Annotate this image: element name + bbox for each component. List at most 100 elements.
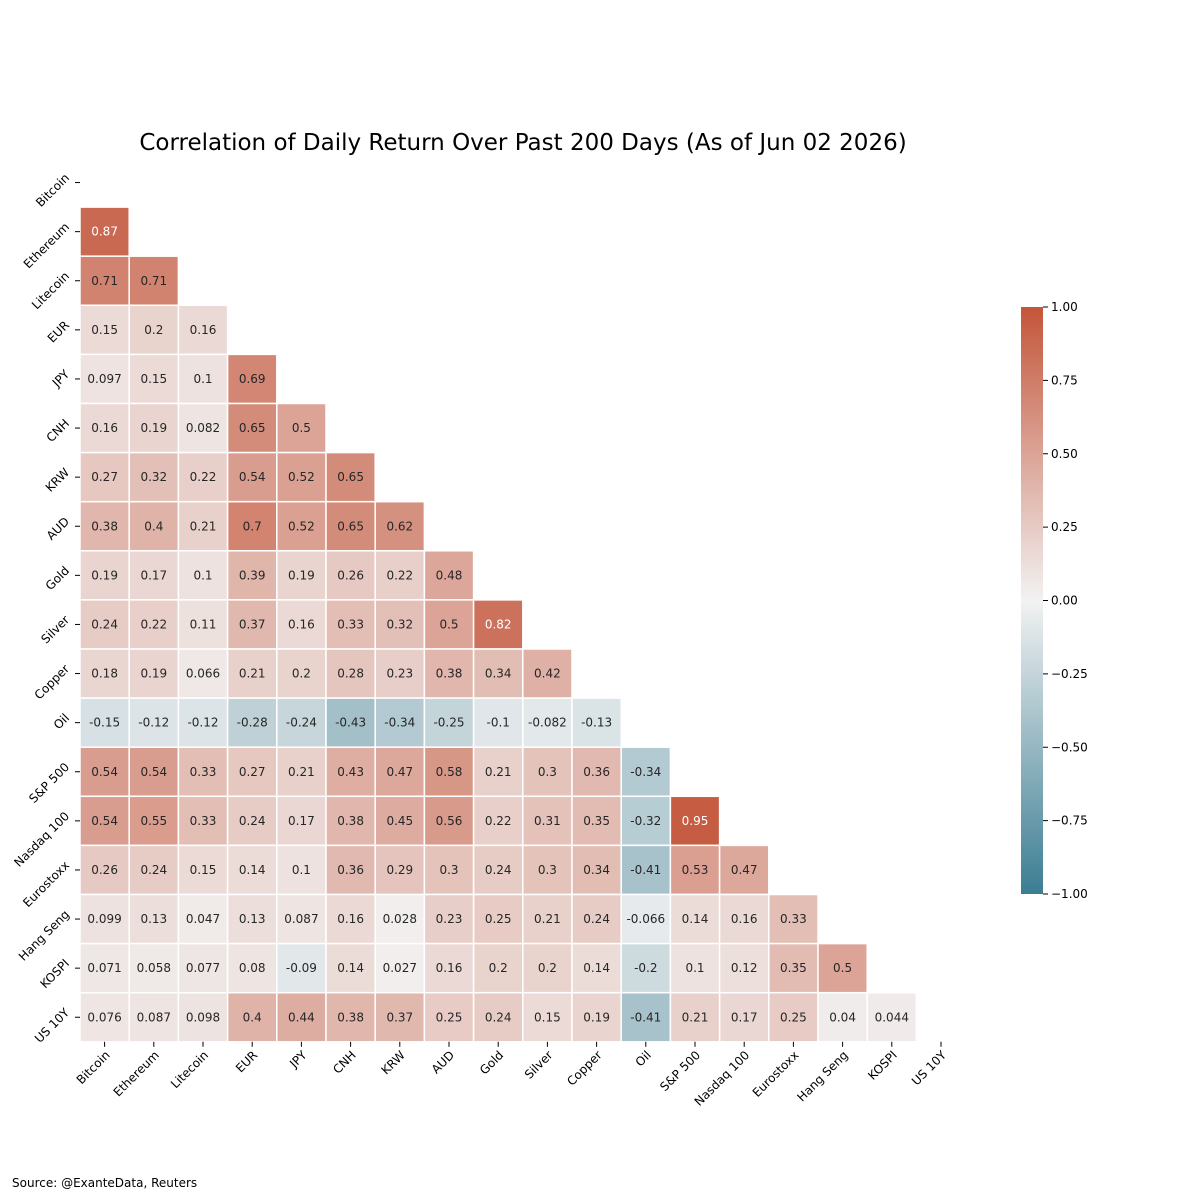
heatmap-cell — [374, 991, 426, 1043]
cell-value-label: 0.33 — [780, 912, 807, 926]
cell-value-label: 0.19 — [140, 421, 167, 435]
heatmap-cell — [79, 795, 130, 847]
cell-value-label: 0.33 — [337, 617, 364, 631]
cell-value-label: 0.098 — [186, 1010, 220, 1024]
x-tick-label: S&P 500 — [657, 1048, 703, 1094]
heatmap-cell — [374, 844, 426, 896]
heatmap-cell — [128, 353, 180, 405]
y-tick-label: Eurostoxx — [20, 858, 72, 910]
heatmap-cell — [128, 942, 180, 994]
cell-value-label: 0.54 — [239, 470, 266, 484]
heatmap-cell — [571, 893, 622, 945]
cell-value-label: 0.13 — [140, 912, 167, 926]
cell-value-label: 0.65 — [239, 421, 266, 435]
cell-value-label: 0.47 — [386, 765, 413, 779]
heatmap-cell — [79, 648, 130, 699]
cell-value-label: 0.19 — [140, 667, 167, 681]
cell-value-label: 0.077 — [186, 961, 220, 975]
heatmap-cell — [177, 795, 229, 847]
colorbar-tick-label: 1.00 — [1051, 300, 1078, 314]
cell-value-label: 0.55 — [140, 814, 167, 828]
cell-value-label: -0.28 — [237, 716, 268, 730]
cell-value-label: 0.38 — [337, 1010, 364, 1024]
heatmap-cell — [226, 648, 278, 699]
cell-value-label: -0.12 — [138, 716, 169, 730]
cell-value-label: 0.37 — [386, 1010, 413, 1024]
heatmap-cell — [177, 648, 229, 699]
cell-value-label: 0.71 — [91, 274, 118, 288]
cell-value-label: 0.21 — [534, 912, 561, 926]
cell-value-label: 0.38 — [91, 519, 118, 533]
cell-value-label: 0.24 — [485, 1010, 512, 1024]
cell-value-label: 0.19 — [288, 568, 315, 582]
cell-value-label: 0.1 — [193, 568, 212, 582]
heatmap-cell — [472, 795, 524, 847]
cell-value-label: 0.15 — [91, 323, 118, 337]
y-tick-label: Gold — [43, 564, 72, 593]
heatmap-cell — [522, 795, 573, 847]
y-tick-label: AUD — [44, 514, 72, 542]
y-tick-label: EUR — [45, 318, 72, 345]
cell-value-label: 0.24 — [91, 617, 118, 631]
heatmap-cell — [226, 697, 278, 748]
cell-value-label: 0.087 — [284, 912, 318, 926]
cell-value-label: 0.45 — [386, 814, 413, 828]
cell-value-label: 0.3 — [538, 863, 557, 877]
cell-value-label: 0.058 — [137, 961, 171, 975]
cell-value-label: 0.13 — [239, 912, 266, 926]
heatmap-cell — [79, 550, 130, 601]
x-tick-label: JPY — [286, 1048, 310, 1072]
cell-value-label: 0.21 — [288, 765, 315, 779]
heatmap-cell — [325, 746, 376, 798]
cell-value-label: 0.16 — [91, 421, 118, 435]
cell-value-label: 0.047 — [186, 912, 220, 926]
cell-value-label: 0.34 — [485, 667, 512, 681]
heatmap-cell — [374, 942, 426, 994]
heatmap-cell — [325, 451, 376, 503]
cell-value-label: 0.95 — [682, 814, 709, 828]
heatmap-cell — [571, 795, 622, 847]
cell-value-label: 0.27 — [91, 470, 118, 484]
cell-value-label: 0.15 — [190, 863, 217, 877]
cell-value-label: 0.11 — [190, 617, 217, 631]
cell-value-label: 0.4 — [243, 1010, 262, 1024]
y-tick-label: Hang Seng — [16, 907, 72, 963]
heatmap-cell — [718, 991, 770, 1043]
colorbar-tick-label: −0.50 — [1051, 740, 1088, 754]
colorbar-tick-label: −1.00 — [1051, 887, 1088, 901]
cell-value-label: -0.15 — [89, 716, 120, 730]
cell-value-label: 0.22 — [190, 470, 217, 484]
cell-value-label: 0.25 — [780, 1010, 807, 1024]
x-tick-label: Ethereum — [111, 1048, 162, 1099]
cell-value-label: -0.12 — [187, 716, 218, 730]
cell-value-label: 0.2 — [489, 961, 508, 975]
cell-value-label: 0.52 — [288, 519, 315, 533]
cell-value-label: 0.87 — [91, 225, 118, 239]
cell-value-label: 0.14 — [682, 912, 709, 926]
heatmap-cell — [128, 500, 180, 552]
heatmap-cell — [718, 942, 770, 994]
colorbar-tick-label: 0.00 — [1051, 594, 1078, 608]
y-tick-label: Litecoin — [29, 269, 72, 312]
x-tick-label: Gold — [477, 1048, 506, 1077]
cell-value-label: 0.099 — [87, 912, 121, 926]
heatmap-cell — [423, 550, 475, 601]
heatmap-cells: 0.87 0.71 0.71 0.15 0.2 0.16 0.097 0.15 0.1 0.69 0… — [79, 206, 918, 1043]
heatmap-cell — [177, 550, 229, 601]
cell-value-label: 0.19 — [91, 568, 118, 582]
cell-value-label: -0.13 — [581, 716, 612, 730]
cell-value-label: 0.47 — [731, 863, 758, 877]
heatmap-cell — [177, 942, 229, 994]
cell-value-label: 0.26 — [337, 568, 364, 582]
cell-value-label: 0.1 — [193, 372, 212, 386]
cell-value-label: 0.7 — [243, 519, 262, 533]
cell-value-label: 0.44 — [288, 1010, 315, 1024]
cell-value-label: 0.38 — [436, 667, 463, 681]
y-tick-label: Ethereum — [21, 220, 72, 271]
cell-value-label: 0.24 — [140, 863, 167, 877]
colorbar-tick-label: 0.75 — [1051, 373, 1078, 387]
cell-value-label: 0.19 — [583, 1010, 610, 1024]
cell-value-label: -0.25 — [433, 716, 464, 730]
x-tick-label: EUR — [233, 1048, 260, 1075]
